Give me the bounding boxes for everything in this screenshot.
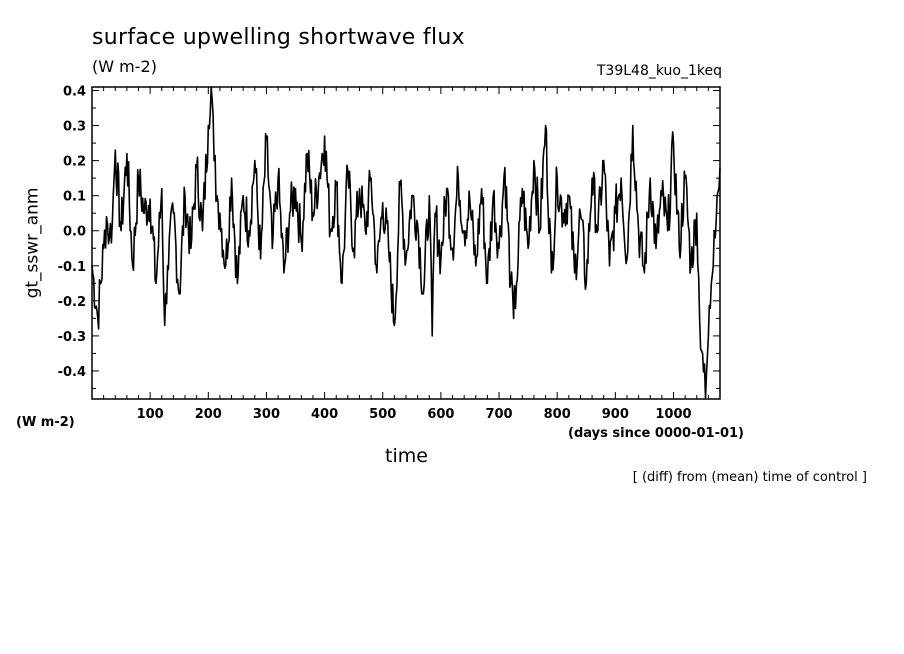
series-line-0 xyxy=(91,86,721,400)
series-group xyxy=(91,86,721,400)
x-tick-label: 1000 xyxy=(655,407,691,422)
y-tick-label: -0.4 xyxy=(58,365,86,380)
x-tick-label: 400 xyxy=(311,407,338,422)
y-axis-units: (W m-2) xyxy=(16,415,75,430)
x-tick-label: 800 xyxy=(544,407,571,422)
y-tick-label: 0.0 xyxy=(63,225,86,240)
axis-ticks xyxy=(92,87,720,399)
plot-frame xyxy=(91,86,721,400)
x-tick-label: 300 xyxy=(253,407,280,422)
y-tick-label: 0.2 xyxy=(63,155,86,170)
x-tick-label: 500 xyxy=(369,407,396,422)
x-tick-label: 700 xyxy=(485,407,512,422)
comparison-note: [ (diff) from (mean) time of control ] xyxy=(632,470,867,485)
x-tick-label: 100 xyxy=(137,407,164,422)
x-tick-label: 600 xyxy=(427,407,454,422)
y-tick-label: 0.3 xyxy=(63,120,86,135)
x-tick-label: 900 xyxy=(602,407,629,422)
y-tick-label: -0.2 xyxy=(58,295,86,310)
x-tick-label: 200 xyxy=(195,407,222,422)
y-axis-label: gt_sswr_anm xyxy=(22,187,43,299)
x-axis-label: time xyxy=(385,445,428,467)
title-units: (W m-2) xyxy=(92,57,157,76)
run-label: T39L48_kuo_1keq xyxy=(596,63,722,79)
y-tick-label: -0.1 xyxy=(58,260,86,275)
y-tick-label: -0.3 xyxy=(58,330,86,345)
x-axis-units: (days since 0000-01-01) xyxy=(568,426,744,441)
axis-tick-labels: 100 200 300 400 500 600 700 800 900 1000 -0.4 -0.3 -… xyxy=(58,85,692,422)
chart-title: surface upwelling shortwave flux xyxy=(92,25,465,50)
y-tick-label: 0.4 xyxy=(63,85,86,100)
y-tick-label: 0.1 xyxy=(63,190,86,205)
